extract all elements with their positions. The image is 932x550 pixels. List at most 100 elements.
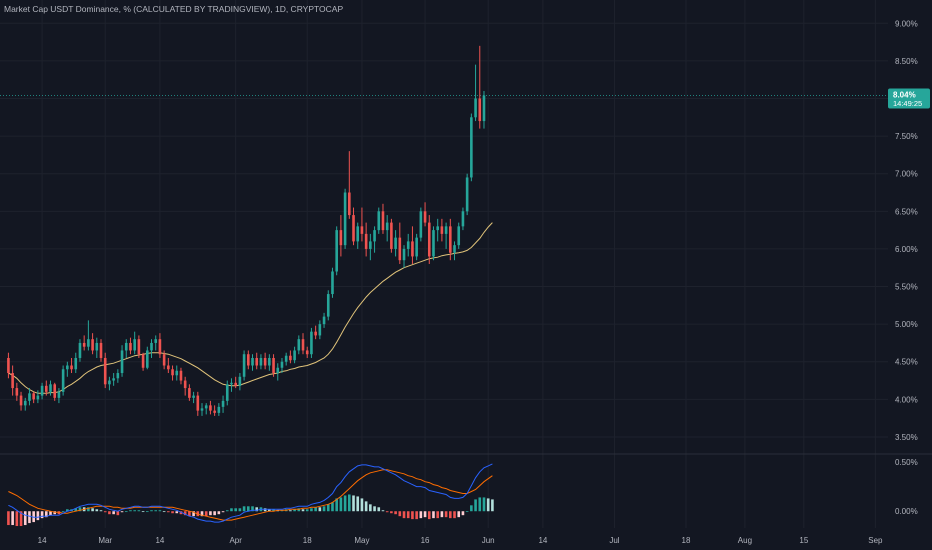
macd-histogram-bar[interactable] <box>314 507 317 512</box>
candle-body[interactable] <box>305 350 309 355</box>
macd-histogram-bar[interactable] <box>95 509 99 512</box>
candle[interactable] <box>284 352 288 366</box>
candle-body[interactable] <box>482 95 486 122</box>
candle[interactable] <box>259 354 263 370</box>
candle[interactable] <box>32 391 35 404</box>
macd-histogram-bar[interactable] <box>145 511 149 513</box>
macd-histogram-bar[interactable] <box>137 510 141 512</box>
candle-body[interactable] <box>217 406 221 413</box>
candle[interactable] <box>78 339 82 362</box>
candle-body[interactable] <box>192 395 195 398</box>
macd-histogram-bar[interactable] <box>103 511 107 513</box>
macd-histogram-bar[interactable] <box>474 499 477 512</box>
macd-histogram-bar[interactable] <box>427 511 431 520</box>
candle[interactable] <box>373 226 376 253</box>
candlestick-series[interactable] <box>7 45 486 416</box>
candle[interactable] <box>293 346 296 364</box>
macd-histogram-bar[interactable] <box>251 506 254 512</box>
candle[interactable] <box>369 233 372 261</box>
candle-body[interactable] <box>133 339 136 351</box>
candle-body[interactable] <box>32 393 35 400</box>
macd-histogram-bar[interactable] <box>32 511 35 523</box>
macd-histogram-bar[interactable] <box>301 509 305 512</box>
candle[interactable] <box>411 226 414 264</box>
candle[interactable] <box>406 233 410 257</box>
candle-body[interactable] <box>137 339 141 355</box>
candle-body[interactable] <box>293 350 296 361</box>
macd-histogram-bar[interactable] <box>411 511 414 520</box>
candle-body[interactable] <box>398 237 402 261</box>
candle[interactable] <box>171 365 174 381</box>
macd-histogram-bar[interactable] <box>116 511 120 516</box>
candle[interactable] <box>461 207 465 231</box>
candle-body[interactable] <box>449 226 452 253</box>
candle[interactable] <box>95 337 99 358</box>
candle[interactable] <box>272 354 275 377</box>
candle-body[interactable] <box>28 393 31 401</box>
candle-body[interactable] <box>225 384 229 401</box>
candle-body[interactable] <box>348 192 351 216</box>
candle[interactable] <box>217 403 221 416</box>
macd-histogram-bar[interactable] <box>36 511 40 521</box>
candle-body[interactable] <box>335 230 338 272</box>
candle[interactable] <box>183 376 187 396</box>
candle[interactable] <box>82 335 86 351</box>
macd-histogram-bar[interactable] <box>373 506 376 512</box>
candle-body[interactable] <box>11 373 14 389</box>
candle[interactable] <box>331 267 334 298</box>
macd-histogram-bar[interactable] <box>352 495 355 512</box>
candle-body[interactable] <box>175 370 179 376</box>
macd-histogram-bar[interactable] <box>305 509 309 512</box>
macd-histogram-bar[interactable] <box>331 502 334 512</box>
candle-body[interactable] <box>74 357 78 370</box>
candle[interactable] <box>40 382 44 400</box>
candle[interactable] <box>242 350 246 381</box>
macd-histogram-bar[interactable] <box>381 510 385 512</box>
candle[interactable] <box>150 339 153 358</box>
macd-histogram-bar[interactable] <box>491 499 494 512</box>
candle[interactable] <box>234 376 237 389</box>
candle-body[interactable] <box>188 388 191 398</box>
candle-body[interactable] <box>162 354 166 366</box>
macd-histogram-bar[interactable] <box>486 498 490 512</box>
candle-body[interactable] <box>360 226 364 234</box>
candle[interactable] <box>44 380 48 396</box>
macd-histogram-bar[interactable] <box>470 505 473 512</box>
candle[interactable] <box>57 388 61 404</box>
candle[interactable] <box>305 346 309 358</box>
macd-histogram-bar[interactable] <box>49 511 52 516</box>
macd-histogram-bar[interactable] <box>415 511 418 520</box>
candle[interactable] <box>129 337 132 355</box>
macd-histogram-bar[interactable] <box>432 511 435 519</box>
candle[interactable] <box>196 391 200 416</box>
macd-histogram-bar[interactable] <box>369 504 372 512</box>
candle-body[interactable] <box>394 237 397 249</box>
candle[interactable] <box>213 405 216 416</box>
macd-histogram-bar[interactable] <box>293 509 296 512</box>
macd-histogram-bar[interactable] <box>167 511 170 513</box>
candle-body[interactable] <box>15 388 19 396</box>
candle-body[interactable] <box>108 380 111 385</box>
macd-histogram-bar[interactable] <box>335 498 338 512</box>
candle[interactable] <box>364 222 368 257</box>
candle[interactable] <box>66 361 69 377</box>
candle-body[interactable] <box>124 342 128 351</box>
price-axis[interactable]: 9.00%8.50%8.00%7.50%7.00%6.50%6.00%5.50%… <box>895 19 918 442</box>
candle[interactable] <box>280 357 284 374</box>
candle[interactable] <box>99 339 103 362</box>
candle[interactable] <box>28 388 31 406</box>
candle-body[interactable] <box>415 237 418 257</box>
candle-body[interactable] <box>478 98 482 122</box>
candle-body[interactable] <box>95 342 99 351</box>
macd-histogram-bar[interactable] <box>78 507 82 512</box>
candle-body[interactable] <box>238 376 242 386</box>
candle[interactable] <box>116 369 120 383</box>
macd-histogram-bar[interactable] <box>154 510 158 512</box>
candle-body[interactable] <box>284 355 288 362</box>
candle[interactable] <box>263 352 267 370</box>
candle-body[interactable] <box>440 226 444 234</box>
macd-histogram-bar[interactable] <box>204 511 208 517</box>
candle-body[interactable] <box>474 98 477 118</box>
candle[interactable] <box>402 245 406 268</box>
candle[interactable] <box>175 365 179 381</box>
